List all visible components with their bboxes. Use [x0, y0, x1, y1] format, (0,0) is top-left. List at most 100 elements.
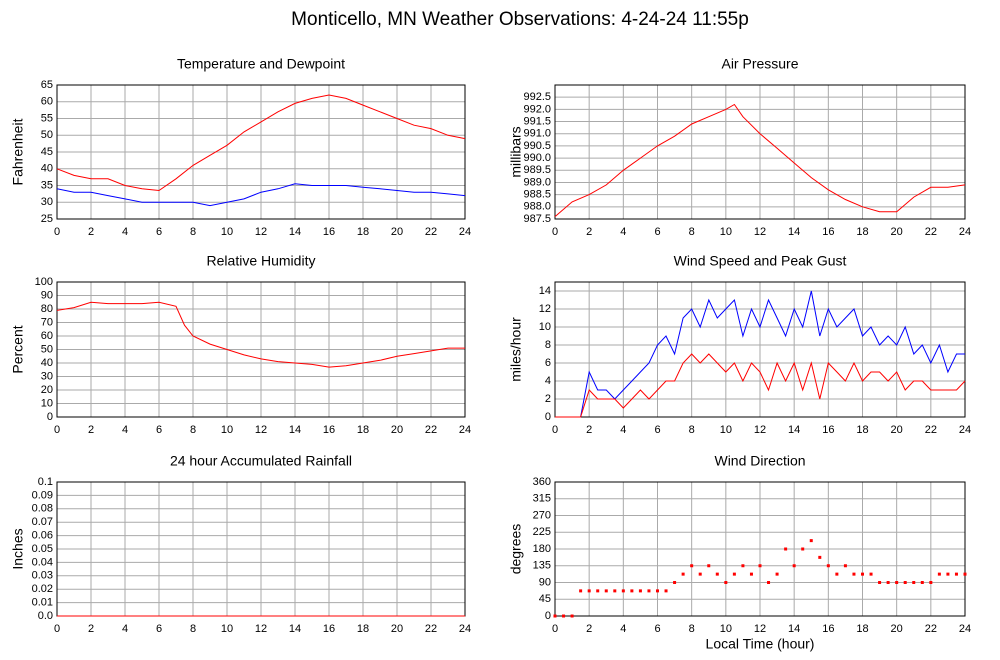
- y-tick-label: 989.5: [523, 164, 551, 176]
- plot-border: [554, 84, 966, 220]
- y-tick-label: 55: [41, 112, 53, 124]
- x-tick-label: 6: [654, 424, 660, 436]
- data-point: [681, 572, 685, 576]
- x-tick-label: 16: [323, 623, 335, 635]
- data-point: [903, 581, 907, 584]
- x-tick-label: 24: [959, 623, 971, 635]
- data-point: [630, 589, 634, 593]
- data-point: [613, 589, 617, 593]
- x-tick-label: 8: [689, 623, 695, 635]
- y-tick-label: 991.0: [523, 128, 551, 140]
- x-tick-label: 18: [357, 424, 369, 436]
- y-tick-label: 70: [41, 316, 53, 328]
- x-tick-label: 24: [959, 226, 971, 238]
- x-tick-label: 12: [754, 424, 766, 436]
- x-tick-label: 2: [88, 623, 94, 635]
- y-tick-label: 10: [539, 321, 551, 333]
- data-point: [732, 572, 736, 576]
- y-tick-label: 8: [545, 339, 551, 351]
- data-point: [570, 614, 574, 618]
- data-point: [724, 581, 728, 584]
- x-tick-label: 8: [190, 623, 196, 635]
- y-tick-label: 987.5: [523, 213, 551, 225]
- data-line: [56, 301, 465, 368]
- x-tick-label: 0: [552, 424, 558, 436]
- y-tick-label: 50: [41, 343, 53, 355]
- data-point: [869, 572, 873, 576]
- data-point: [818, 555, 822, 559]
- data-point: [715, 572, 719, 576]
- x-tick-label: 16: [822, 226, 834, 238]
- y-axis-label: Fahrenheit: [10, 118, 26, 185]
- data-point: [920, 581, 924, 584]
- y-tick-label: 0.1: [38, 476, 53, 488]
- y-tick-label: 0.04: [32, 556, 53, 568]
- x-tick-label: 12: [255, 226, 267, 238]
- x-tick-label: 8: [190, 226, 196, 238]
- x-tick-label: 4: [122, 424, 128, 436]
- y-tick-label: 270: [533, 509, 551, 521]
- chart-title: Relative Humidity: [207, 253, 316, 269]
- data-point: [579, 589, 583, 593]
- x-tick-label: 14: [788, 623, 800, 635]
- x-tick-label: 24: [459, 226, 471, 238]
- x-tick-label: 10: [720, 623, 732, 635]
- y-tick-label: 45: [41, 146, 53, 158]
- data-point: [912, 581, 916, 584]
- y-tick-label: 40: [41, 357, 53, 369]
- x-tick-label: 20: [391, 424, 403, 436]
- x-tick-label: 4: [122, 226, 128, 238]
- x-tick-label: 12: [255, 623, 267, 635]
- x-tick-label: 18: [856, 424, 868, 436]
- x-tick-label: 4: [620, 226, 626, 238]
- data-point: [963, 572, 967, 576]
- data-point: [690, 564, 694, 568]
- x-tick-label: 0: [54, 623, 60, 635]
- y-tick-label: 180: [533, 543, 551, 555]
- x-tick-label: 10: [221, 226, 233, 238]
- y-axis-label: miles/hour: [508, 317, 524, 382]
- y-tick-label: 6: [545, 357, 551, 369]
- x-tick-label: 10: [221, 424, 233, 436]
- x-tick-label: 14: [289, 226, 301, 238]
- data-point: [852, 572, 856, 576]
- y-tick-label: 90: [41, 289, 53, 301]
- y-tick-label: 992.0: [523, 103, 551, 115]
- y-tick-label: 988.0: [523, 201, 551, 213]
- x-tick-label: 20: [891, 424, 903, 436]
- x-tick-label: 0: [54, 226, 60, 238]
- chart-title: Wind Speed and Peak Gust: [674, 253, 847, 269]
- x-tick-label: 16: [323, 424, 335, 436]
- y-tick-label: 0.0: [38, 610, 53, 622]
- x-tick-label: 22: [425, 226, 437, 238]
- y-tick-label: 10: [41, 397, 53, 409]
- x-tick-label: 8: [689, 226, 695, 238]
- x-tick-label: 14: [289, 424, 301, 436]
- x-tick-label: 4: [620, 623, 626, 635]
- x-tick-label: 6: [654, 623, 660, 635]
- data-point: [587, 589, 591, 593]
- x-tick-label: 20: [891, 623, 903, 635]
- y-tick-label: 2: [545, 393, 551, 405]
- y-tick-label: 225: [533, 526, 551, 538]
- page-title: Monticello, MN Weather Observations: 4-2…: [291, 9, 749, 30]
- x-tick-label: 18: [357, 226, 369, 238]
- x-tick-label: 16: [822, 424, 834, 436]
- data-point: [647, 589, 651, 593]
- data-point: [809, 539, 813, 543]
- data-line: [555, 353, 966, 418]
- x-tick-label: 22: [925, 623, 937, 635]
- x-tick-label: 20: [391, 623, 403, 635]
- data-point: [886, 581, 890, 584]
- x-tick-label: 24: [459, 424, 471, 436]
- data-point: [741, 564, 745, 568]
- x-tick-label: 0: [552, 226, 558, 238]
- plot-border: [554, 281, 966, 418]
- y-axis-label: Inches: [10, 528, 26, 569]
- data-point: [767, 581, 771, 584]
- y-tick-label: 4: [545, 375, 551, 387]
- y-tick-label: 90: [539, 576, 551, 588]
- y-tick-label: 135: [533, 560, 551, 572]
- y-tick-label: 30: [41, 196, 53, 208]
